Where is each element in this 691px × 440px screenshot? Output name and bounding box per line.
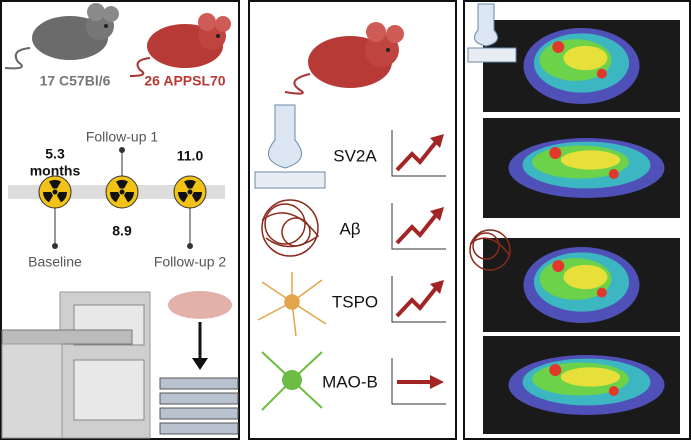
icon-center [52, 189, 58, 195]
brain-scan [483, 336, 680, 434]
time-unit: months [30, 163, 81, 179]
synapse-icon [467, 3, 517, 63]
time-label: Baseline [28, 254, 82, 270]
brain-scan [483, 20, 680, 112]
trend-head [430, 134, 444, 148]
trend-head [430, 375, 444, 389]
trend-head [430, 207, 444, 221]
scan-hotspot [552, 260, 565, 272]
time-value: 11.0 [177, 148, 204, 164]
marker-label: TSPO [332, 292, 378, 311]
scan-layer [563, 45, 608, 71]
astrocyte-icon [257, 272, 327, 337]
amyloid-icon [261, 199, 320, 257]
brain-slices [159, 291, 239, 435]
scan-hotspot [608, 386, 619, 396]
mouse-wildtype [4, 3, 119, 70]
mouse-transgenic [284, 22, 404, 95]
trend-head [430, 280, 444, 294]
scan-hotspot [549, 147, 562, 159]
group-label: 17 C57Bl/6 [40, 73, 111, 89]
scan-hotspot [549, 364, 562, 376]
axis [391, 358, 446, 405]
axis [391, 203, 446, 250]
icon-blade [184, 180, 196, 189]
pet-scanner [1, 291, 151, 439]
amyloid-icon [469, 229, 511, 271]
icon-blade [178, 192, 188, 203]
trend-arrow [395, 213, 438, 245]
scan-hotspot [608, 169, 619, 179]
icon-blade [116, 180, 128, 189]
neuron-icon [261, 351, 323, 411]
brain-scan [483, 118, 680, 218]
icon-blade [124, 192, 134, 203]
time-value: 8.9 [112, 223, 132, 239]
marker-label: Aβ [339, 219, 360, 238]
icon-blade [57, 192, 67, 203]
group-label: 26 APPSL70 [144, 73, 225, 89]
panel-frame [463, 0, 691, 440]
scan-hotspot [596, 68, 607, 79]
scan-layer [563, 264, 608, 290]
icon-center [187, 189, 193, 195]
icon-blade [43, 192, 53, 203]
time-value: 5.3 [45, 146, 65, 162]
synapse-icon [254, 104, 326, 189]
icon-blade [192, 192, 202, 203]
panel-frame [248, 0, 457, 440]
scan-hotspot [596, 287, 607, 298]
marker-label: MAO-B [322, 372, 378, 391]
radiation-icon [38, 175, 72, 209]
brain-scan [483, 238, 680, 332]
panel-frame [0, 0, 240, 440]
trend-arrow [395, 140, 438, 172]
trend-arrow [395, 286, 438, 318]
radiation-icon [105, 175, 139, 209]
icon-center [119, 189, 125, 195]
dot [52, 243, 58, 249]
time-label: Follow-up 2 [154, 254, 227, 270]
scan-layer [560, 367, 621, 387]
dot [187, 243, 193, 249]
time-label: Follow-up 1 [86, 129, 159, 145]
scan-hotspot [552, 41, 565, 53]
marker-label: SV2A [333, 146, 377, 165]
axis [391, 276, 446, 323]
icon-blade [49, 180, 61, 189]
scan-layer [560, 150, 621, 170]
axis [391, 130, 446, 177]
radiation-icon [173, 175, 207, 209]
icon-blade [110, 192, 120, 203]
mouse-transgenic [129, 13, 231, 77]
